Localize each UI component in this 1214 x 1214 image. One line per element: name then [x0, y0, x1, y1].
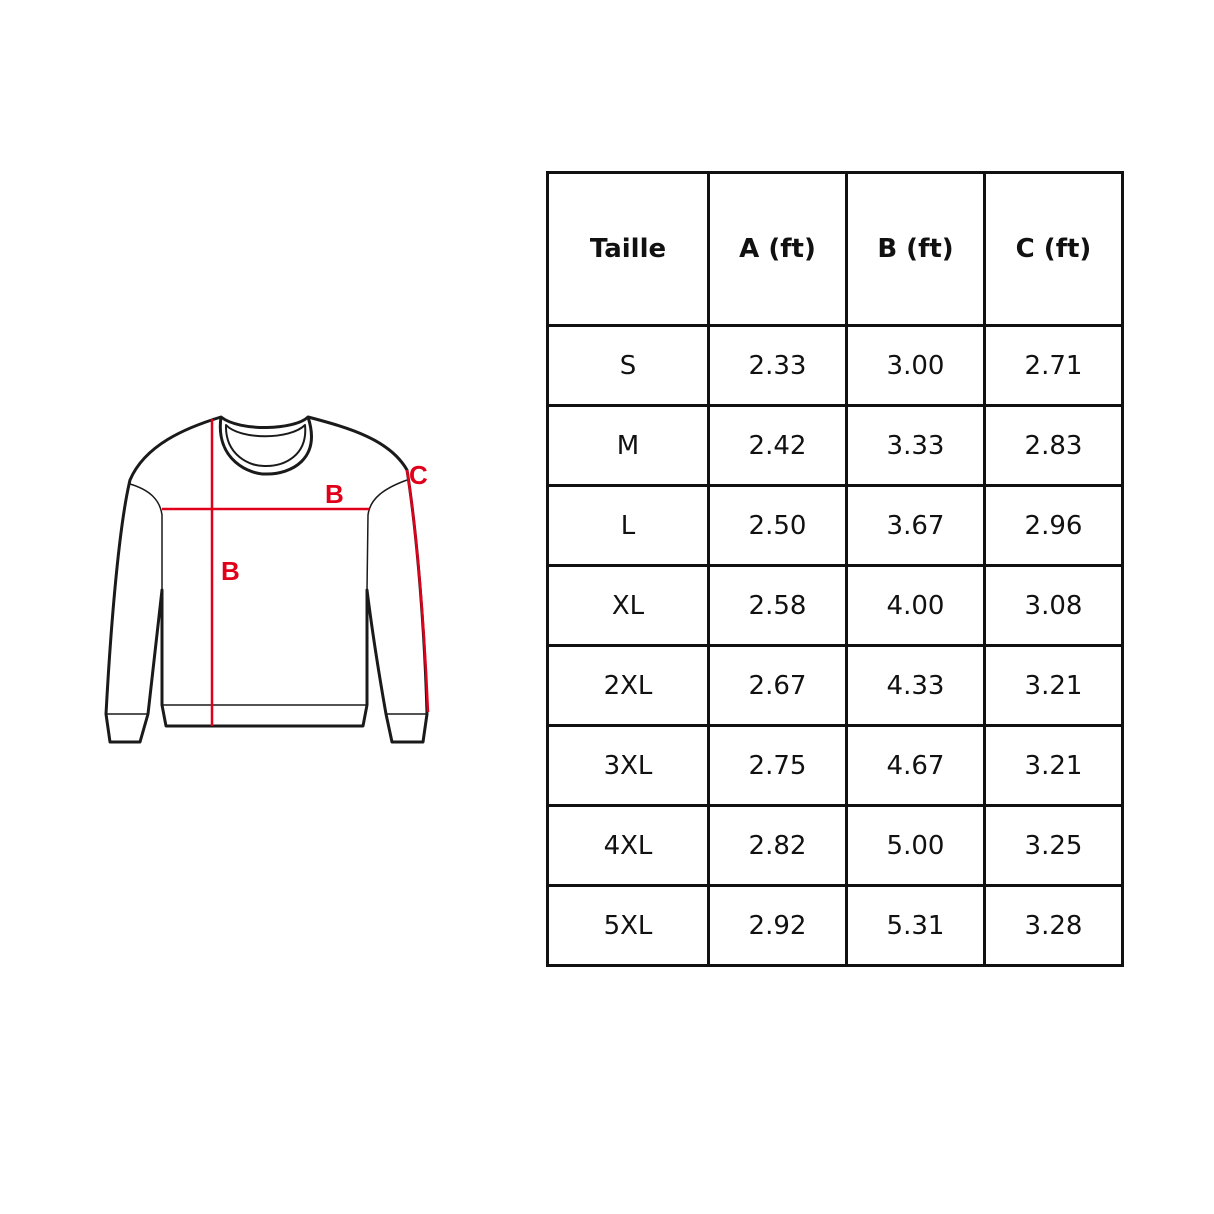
sweater-outline — [104, 415, 429, 744]
right-armhole — [366, 479, 408, 591]
cell-size: 3XL — [546, 724, 710, 807]
header-size: Taille — [546, 171, 710, 327]
cell-b: 4.67 — [845, 724, 986, 807]
table-row: M 2.42 3.33 2.83 — [546, 404, 1124, 487]
header-b: B (ft) — [845, 171, 986, 327]
cell-size: 5XL — [546, 884, 710, 967]
cell-c: 2.96 — [983, 484, 1124, 567]
table-header-row: Taille A (ft) B (ft) C (ft) — [546, 171, 1124, 327]
cell-b: 5.31 — [845, 884, 986, 967]
table-row: L 2.50 3.67 2.96 — [546, 484, 1124, 567]
cell-size: L — [546, 484, 710, 567]
length-label: B — [221, 556, 240, 586]
cell-b: 3.67 — [845, 484, 986, 567]
table-row: S 2.33 3.00 2.71 — [546, 324, 1124, 407]
cell-c: 3.21 — [983, 644, 1124, 727]
cell-size: S — [546, 324, 710, 407]
cell-c: 2.71 — [983, 324, 1124, 407]
cell-b: 4.00 — [845, 564, 986, 647]
header-c: C (ft) — [983, 171, 1124, 327]
cell-a: 2.42 — [707, 404, 848, 487]
table-row: XL 2.58 4.00 3.08 — [546, 564, 1124, 647]
size-table: Taille A (ft) B (ft) C (ft) S 2.33 3.00 2.7… — [546, 171, 1124, 967]
cell-c: 3.25 — [983, 804, 1124, 887]
cell-b: 5.00 — [845, 804, 986, 887]
sweater-diagram: B B C — [104, 415, 430, 744]
header-a: A (ft) — [707, 171, 848, 327]
cell-a: 2.75 — [707, 724, 848, 807]
cell-size: M — [546, 404, 710, 487]
cell-size: 2XL — [546, 644, 710, 727]
table-row: 2XL 2.67 4.33 3.21 — [546, 644, 1124, 727]
width-label: B — [325, 479, 344, 509]
cell-a: 2.92 — [707, 884, 848, 967]
cell-size: XL — [546, 564, 710, 647]
cell-a: 2.58 — [707, 564, 848, 647]
cell-a: 2.67 — [707, 644, 848, 727]
table-row: 4XL 2.82 5.00 3.25 — [546, 804, 1124, 887]
cell-c: 2.83 — [983, 404, 1124, 487]
cell-c: 3.28 — [983, 884, 1124, 967]
cell-b: 3.00 — [845, 324, 986, 407]
table-row: 3XL 2.75 4.67 3.21 — [546, 724, 1124, 807]
cell-c: 3.08 — [983, 564, 1124, 647]
collar-outer — [218, 416, 313, 476]
cell-a: 2.82 — [707, 804, 848, 887]
sleeve-measure-line — [405, 469, 430, 713]
cell-a: 2.33 — [707, 324, 848, 407]
cell-size: 4XL — [546, 804, 710, 887]
collar-inner — [224, 424, 307, 468]
cell-b: 4.33 — [845, 644, 986, 727]
cell-c: 3.21 — [983, 724, 1124, 807]
sleeve-label: C — [409, 460, 428, 490]
cell-a: 2.50 — [707, 484, 848, 567]
table-row: 5XL 2.92 5.31 3.28 — [546, 884, 1124, 967]
cell-b: 3.33 — [845, 404, 986, 487]
left-armhole — [129, 483, 163, 590]
